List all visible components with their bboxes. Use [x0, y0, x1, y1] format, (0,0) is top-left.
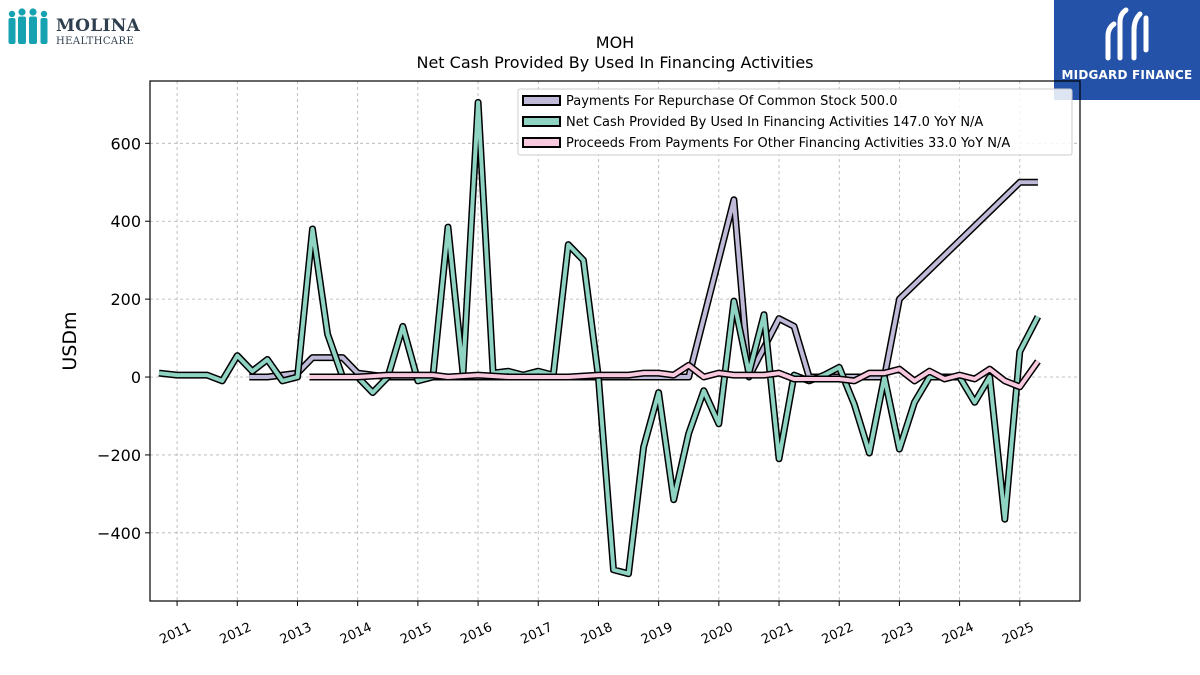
- y-tick-label: 0: [131, 368, 141, 387]
- legend-swatch-1: [522, 116, 561, 127]
- y-tick-label: 200: [110, 290, 141, 309]
- legend-label-2: Proceeds From Payments For Other Financi…: [566, 136, 1010, 151]
- logo-text-molina: MOLINA: [56, 16, 141, 36]
- x-tick-label: 2013: [278, 620, 314, 648]
- logo-text-midgard-finance: MIDGARD FINANCE: [1061, 68, 1193, 82]
- midgard-emblem-icon: [1105, 7, 1149, 61]
- y-tick-label: −200: [97, 446, 141, 465]
- people-icon: [8, 8, 48, 44]
- molina-healthcare-logo: MOLINA HEALTHCARE: [6, 6, 156, 50]
- x-tick-label: 2012: [218, 620, 254, 648]
- chart-title: MOH: [596, 33, 634, 52]
- y-tick-label: −400: [97, 524, 141, 543]
- x-tick-label: 2017: [519, 620, 555, 648]
- logo-text-healthcare: HEALTHCARE: [56, 36, 135, 47]
- x-tick-label: 2024: [940, 620, 976, 648]
- legend-box: [517, 88, 1073, 156]
- legend-label-0: Payments For Repurchase Of Common Stock …: [566, 94, 897, 109]
- chart-subtitle: Net Cash Provided By Used In Financing A…: [416, 53, 813, 72]
- x-tick-label: 2015: [398, 620, 434, 648]
- legend-label-1: Net Cash Provided By Used In Financing A…: [566, 115, 983, 130]
- legend-swatch-0: [522, 95, 561, 106]
- x-tick-label: 2011: [157, 620, 193, 648]
- y-tick-label: 400: [110, 212, 141, 231]
- x-tick-label: 2025: [1000, 620, 1036, 648]
- midgard-finance-logo: MIDGARD FINANCE: [1054, 0, 1200, 100]
- x-tick-label: 2018: [579, 620, 615, 648]
- y-tick-label: 600: [110, 134, 141, 153]
- x-tick-label: 2023: [880, 620, 916, 648]
- x-tick-label: 2016: [458, 620, 494, 648]
- x-tick-label: 2019: [639, 620, 675, 648]
- plot-frame: [149, 80, 1081, 602]
- x-tick-label: 2022: [820, 620, 856, 648]
- series-line-0: [249, 180, 1038, 379]
- legend-swatch-2: [522, 137, 561, 148]
- series-line-2: [309, 360, 1040, 389]
- y-axis-label: USDm: [59, 311, 81, 370]
- x-tick-label: 2021: [759, 620, 795, 648]
- x-tick-label: 2014: [338, 620, 374, 648]
- x-tick-label: 2020: [699, 620, 735, 648]
